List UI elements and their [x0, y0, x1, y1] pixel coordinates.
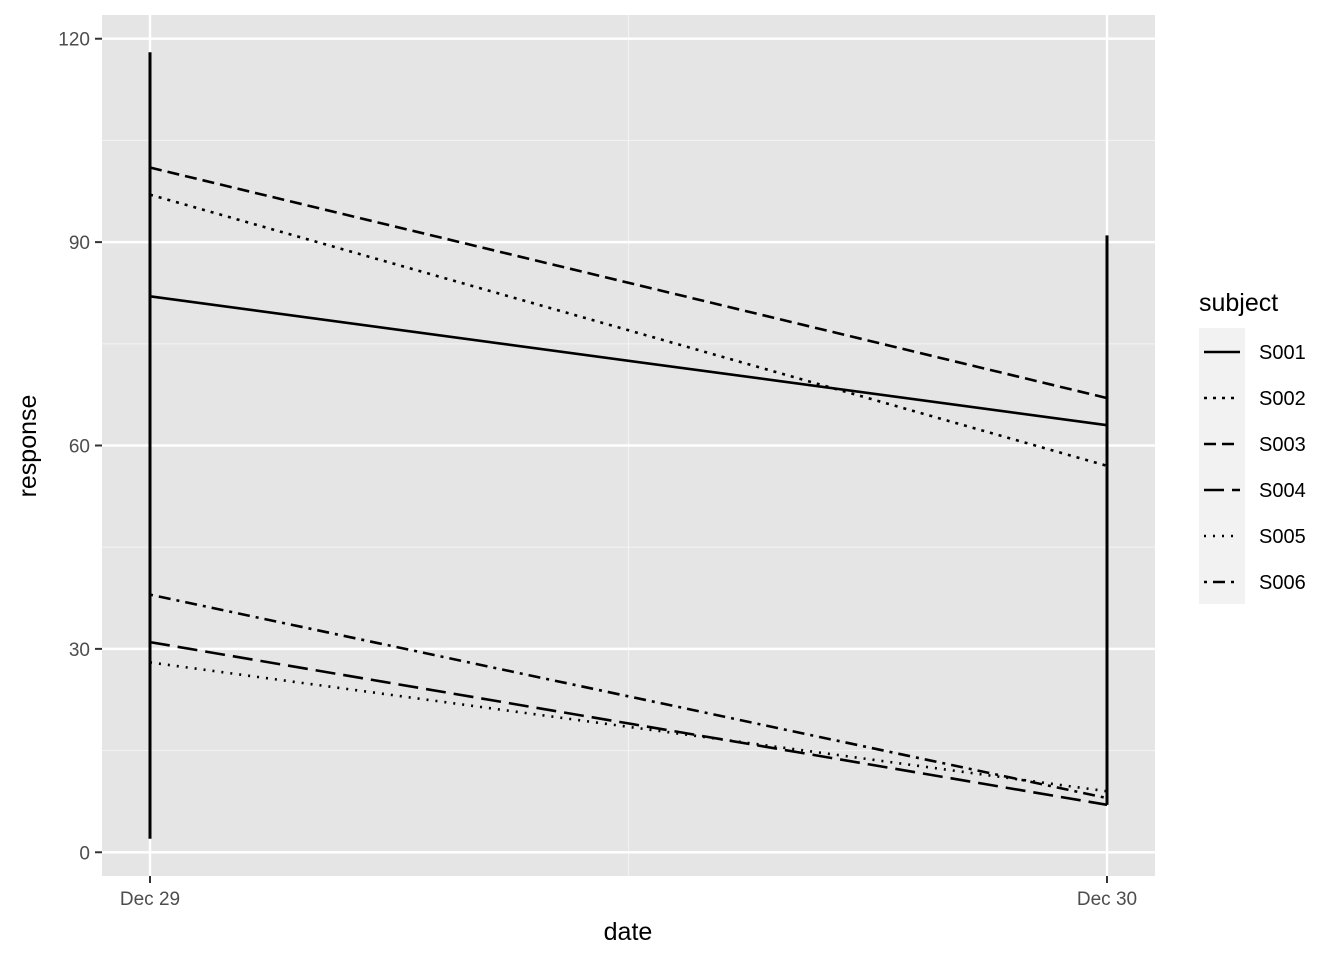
y-tick-label: 90 — [69, 233, 90, 254]
legend-label-s002: S002 — [1259, 388, 1306, 410]
series-line-s002 — [149, 193, 1108, 468]
legend-label-s004: S004 — [1259, 480, 1306, 502]
vertical-segments — [148, 52, 1109, 839]
series-layer — [149, 166, 1108, 807]
series-line-s001 — [149, 295, 1108, 427]
x-tick-label: Dec 30 — [1077, 889, 1137, 910]
series-line-s006 — [149, 593, 1108, 800]
legend: subject S001 S002 S003 S004 S005 S006 — [1199, 289, 1306, 604]
y-tick-label: 30 — [69, 640, 90, 661]
legend-label-s006: S006 — [1259, 572, 1306, 594]
y-tick-label: 120 — [58, 30, 90, 51]
series-line-s004 — [149, 640, 1108, 807]
y-axis: 0 30 60 90 120 — [58, 30, 102, 864]
x-axis: Dec 29 Dec 30 — [120, 876, 1137, 910]
legend-label-s001: S001 — [1259, 342, 1306, 364]
y-tick-label: 0 — [79, 843, 90, 864]
x-tick-label: Dec 29 — [120, 889, 180, 910]
legend-label-s005: S005 — [1259, 526, 1306, 548]
y-tick-label: 60 — [69, 437, 90, 458]
series-line-s003 — [149, 166, 1108, 400]
grid-minor — [102, 15, 1155, 876]
x-axis-title: date — [604, 918, 653, 946]
legend-label-s003: S003 — [1259, 434, 1306, 456]
y-axis-title: response — [14, 395, 42, 498]
legend-key-background — [1199, 328, 1245, 604]
legend-title: subject — [1199, 289, 1278, 317]
